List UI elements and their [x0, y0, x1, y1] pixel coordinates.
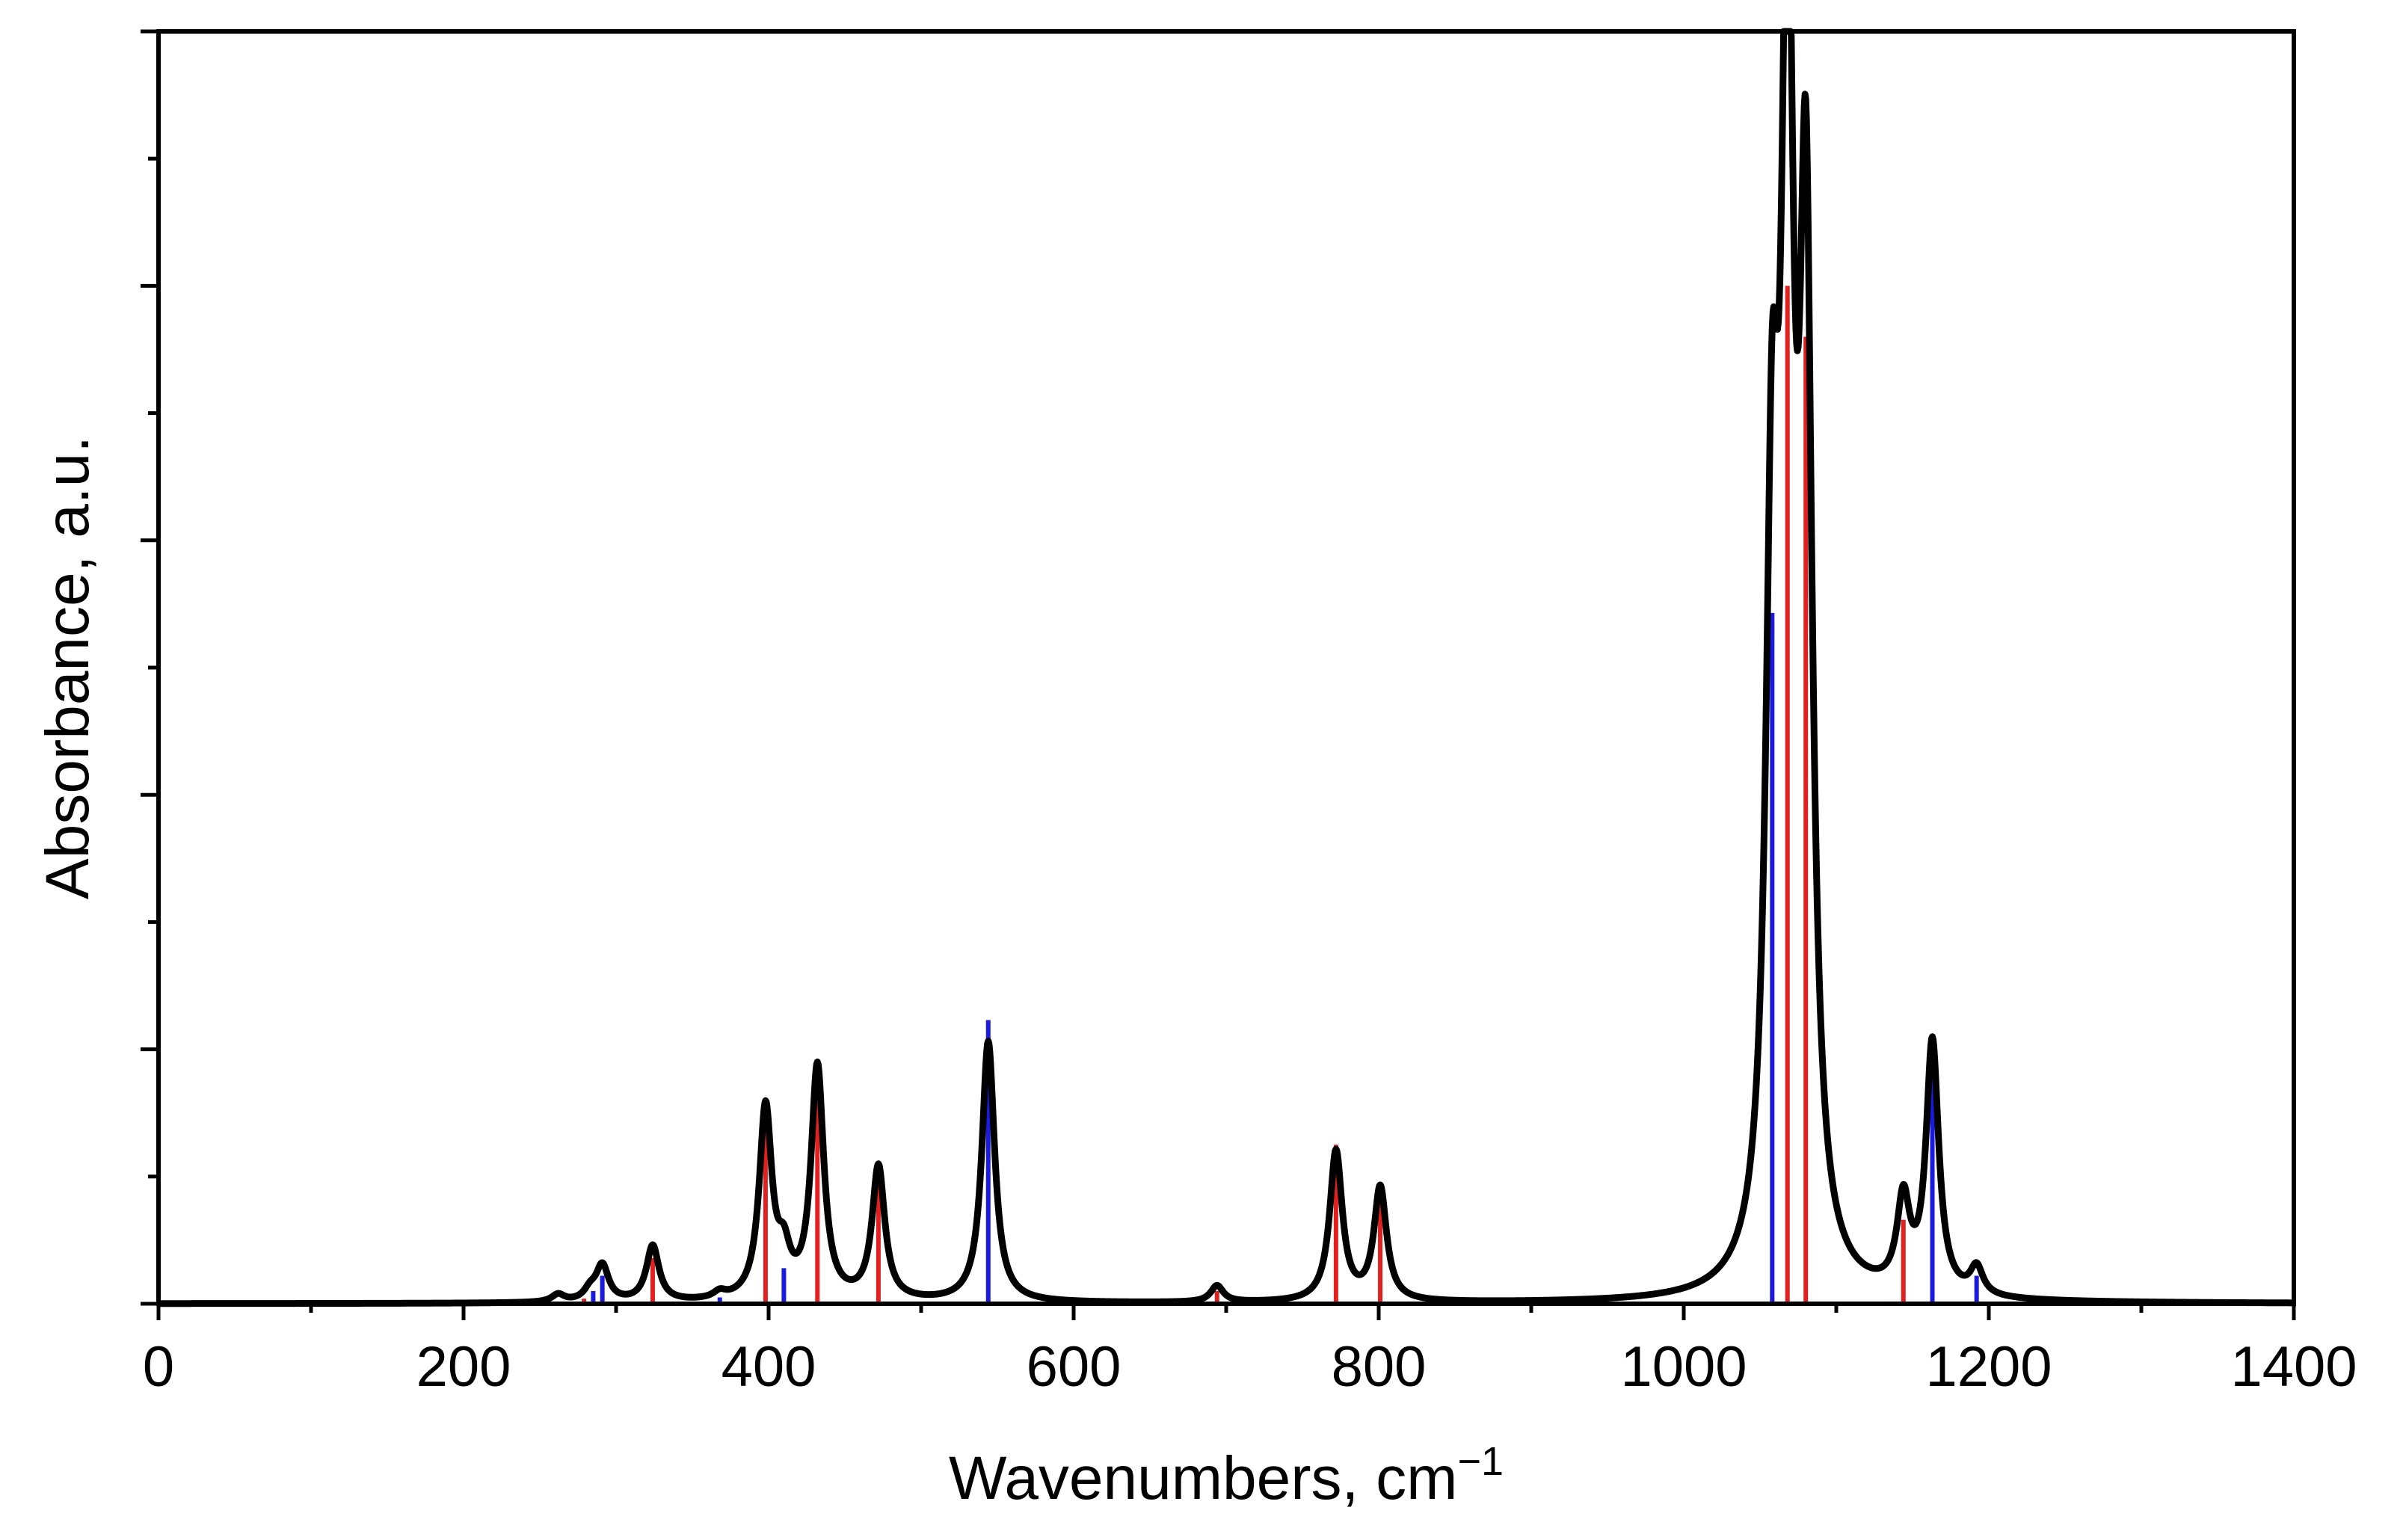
x-axis-title: Wavenumbers, cm−1: [949, 1439, 1504, 1512]
absorbance-curve: [156, 28, 2297, 1308]
plot-frame: [156, 29, 2296, 1306]
x-tick-label-0: 0: [143, 1335, 174, 1399]
x-tick-label-400: 400: [722, 1335, 816, 1399]
x-axis-title-superscript: −1: [1457, 1439, 1504, 1484]
x-tick-label-1400: 1400: [2230, 1335, 2357, 1399]
x-axis-title-text: Wavenumbers, cm: [949, 1444, 1457, 1512]
plot-marks: [156, 28, 2297, 1308]
x-tick-label-200: 200: [416, 1335, 511, 1399]
axis-ticks: [141, 29, 2296, 1320]
y-axis-title: Absorbance, a.u.: [34, 436, 102, 899]
x-tick-label-1000: 1000: [1620, 1335, 1747, 1399]
x-tick-label-1200: 1200: [1925, 1335, 2052, 1399]
tick-labels: 0 200 400 600 800 1000 1200 1400: [143, 1335, 2357, 1399]
x-tick-label-600: 600: [1027, 1335, 1122, 1399]
x-tick-label-800: 800: [1332, 1335, 1427, 1399]
